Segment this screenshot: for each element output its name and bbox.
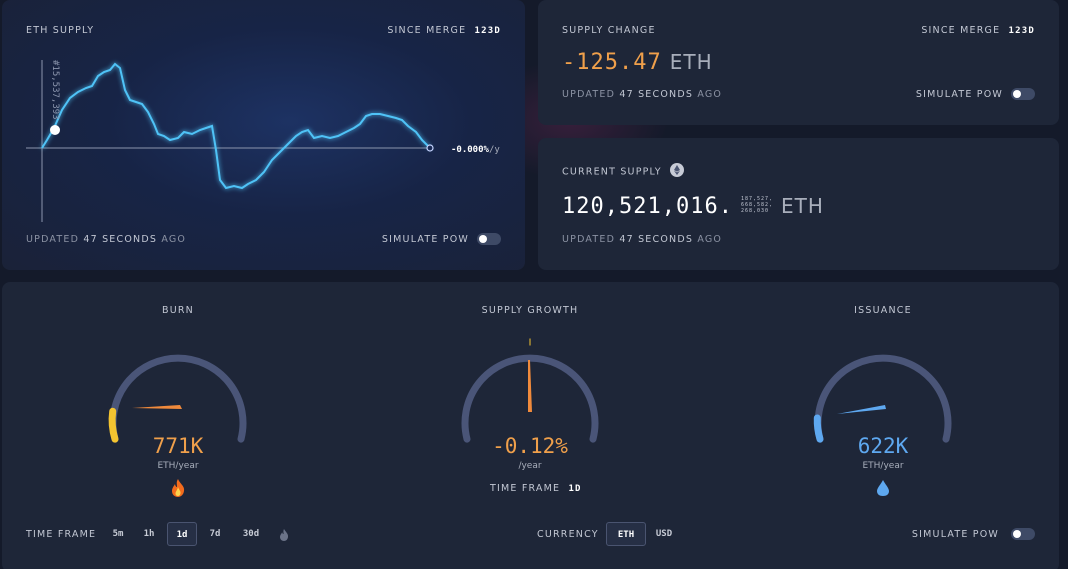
updated-value: 47 SECONDS: [619, 89, 694, 100]
supply-growth-unit: /year: [518, 461, 542, 471]
chart-axis-label: #15,537,393: [50, 60, 60, 120]
supply-change-updated: UPDATED 47 SECONDS AGO: [562, 89, 722, 100]
issuance-gauge: [813, 354, 952, 443]
chart-start-marker: [50, 125, 60, 135]
issuance-title: ISSUANCE: [854, 305, 912, 316]
eth-supply-updated: UPDATED 47 SECONDS AGO: [26, 234, 186, 245]
supply-growth-gauge-needle: [528, 360, 532, 412]
supply-change-title: SUPPLY CHANGE: [562, 25, 656, 36]
burn-value: 771K: [152, 434, 204, 458]
issuance-value: 622K: [857, 434, 909, 458]
chart-end-marker: [426, 144, 434, 152]
eth-supply-chart: #15,537,393 -0.000%/y: [26, 60, 500, 222]
supply-change-value: -125.47: [562, 50, 662, 75]
fire-outline-icon: [280, 529, 289, 541]
timeframe-30d-button[interactable]: 30d: [242, 529, 260, 539]
currency-eth-button[interactable]: ETH: [606, 522, 646, 546]
supply-change-value-row: -125.47 ETH: [562, 50, 713, 75]
eth-logo-icon: [670, 163, 685, 177]
simulate-pow-label: SIMULATE PoW: [915, 89, 1003, 100]
burn-gauge-track: [109, 354, 247, 443]
chart-rate-label: -0.000%/y: [451, 145, 500, 155]
updated-value: 47 SECONDS: [619, 234, 694, 245]
updated-prefix: UPDATED: [26, 234, 80, 245]
burn-gauge: [108, 354, 247, 443]
burn-gauge-needle: [132, 405, 182, 409]
timeframe-7d-button[interactable]: 7d: [209, 529, 221, 539]
supply-change-since-merge: SINCE MERGE 123d: [921, 25, 1035, 36]
current-supply-card: CURRENT SUPPLY 120,521,016. 187,527, 668…: [538, 138, 1059, 270]
current-supply-value: 120,521,016.: [562, 194, 733, 219]
updated-suffix: AGO: [697, 234, 723, 245]
burn-title: BURN: [162, 305, 194, 316]
gauges-card: BURN 771K ETH/year SUPPLY GROWTH -0.12% …: [2, 282, 1059, 569]
droplet-icon: [875, 479, 891, 501]
since-merge-label: SINCE MERGE: [921, 25, 1001, 36]
decimals-line-2: 668,582,: [740, 202, 774, 208]
eth-supply-title: ETH SUPPLY: [26, 25, 95, 36]
issuance-gauge-track: [814, 354, 952, 443]
updated-prefix: UPDATED: [562, 234, 616, 245]
eth-supply-since-merge: SINCE MERGE 123d: [387, 25, 501, 36]
current-supply-updated: UPDATED 47 SECONDS AGO: [562, 234, 722, 245]
supply-growth-gauge-track: [461, 354, 599, 443]
issuance-unit: ETH/year: [862, 461, 904, 471]
footer-simulate-pow-toggle[interactable]: [1011, 528, 1035, 540]
current-supply-title: CURRENT SUPPLY: [562, 163, 685, 179]
supply-line: [41, 62, 431, 190]
burn-unit: ETH/year: [157, 461, 199, 471]
supply-growth-value: -0.12%: [492, 434, 568, 458]
current-supply-decimals: 187,527, 668,582, 268,030: [741, 196, 773, 214]
current-supply-unit: ETH: [781, 194, 824, 218]
currency-usd-button[interactable]: USD: [655, 529, 673, 539]
current-supply-value-row: 120,521,016. 187,527, 668,582, 268,030 E…: [562, 194, 824, 219]
updated-prefix: UPDATED: [562, 89, 616, 100]
eth-supply-card: ETH SUPPLY SINCE MERGE 123d #15,537,393 …: [2, 0, 525, 270]
decimals-line-3: 268,030: [740, 208, 770, 214]
simulate-pow-toggle[interactable]: [1011, 88, 1035, 100]
simulate-pow-toggle[interactable]: [477, 233, 501, 245]
current-supply-title-text: CURRENT SUPPLY: [562, 166, 662, 178]
timeframe-5m-button[interactable]: 5m: [112, 529, 124, 539]
updated-suffix: AGO: [697, 89, 723, 100]
timeframe-1d-button[interactable]: 1d: [167, 522, 197, 546]
timeframe-since-burn-button[interactable]: [278, 527, 290, 546]
supply-growth-title: SUPPLY GROWTH: [481, 305, 579, 316]
since-merge-label: SINCE MERGE: [387, 25, 467, 36]
since-merge-value: 123d: [474, 26, 501, 36]
fire-icon: [168, 478, 188, 502]
supply-growth-timeframe: TIME FRAME 1d: [490, 483, 582, 494]
since-merge-value: 123d: [1008, 26, 1035, 36]
supply-change-card: SUPPLY CHANGE SINCE MERGE 123d -125.47 E…: [538, 0, 1059, 125]
decimals-line-1: 187,527,: [740, 196, 774, 202]
timeframe-value: 1d: [568, 484, 582, 494]
currency-label: CURRENCY: [537, 529, 599, 540]
footer-simulate-pow-label: SIMULATE PoW: [911, 529, 999, 540]
timeframe-label: TIME FRAME: [490, 483, 561, 494]
updated-value: 47 SECONDS: [83, 234, 158, 245]
timeframe-1h-button[interactable]: 1h: [143, 529, 155, 539]
footer-timeframe-label: TIME FRAME: [26, 529, 97, 540]
updated-suffix: AGO: [161, 234, 187, 245]
issuance-gauge-needle: [837, 405, 886, 414]
issuance-gauge-fill: [813, 414, 824, 443]
supply-change-unit: ETH: [669, 50, 713, 74]
supply-growth-gauge: [461, 338, 599, 443]
simulate-pow-label: SIMULATE PoW: [381, 234, 469, 245]
burn-gauge-fill: [108, 407, 119, 443]
